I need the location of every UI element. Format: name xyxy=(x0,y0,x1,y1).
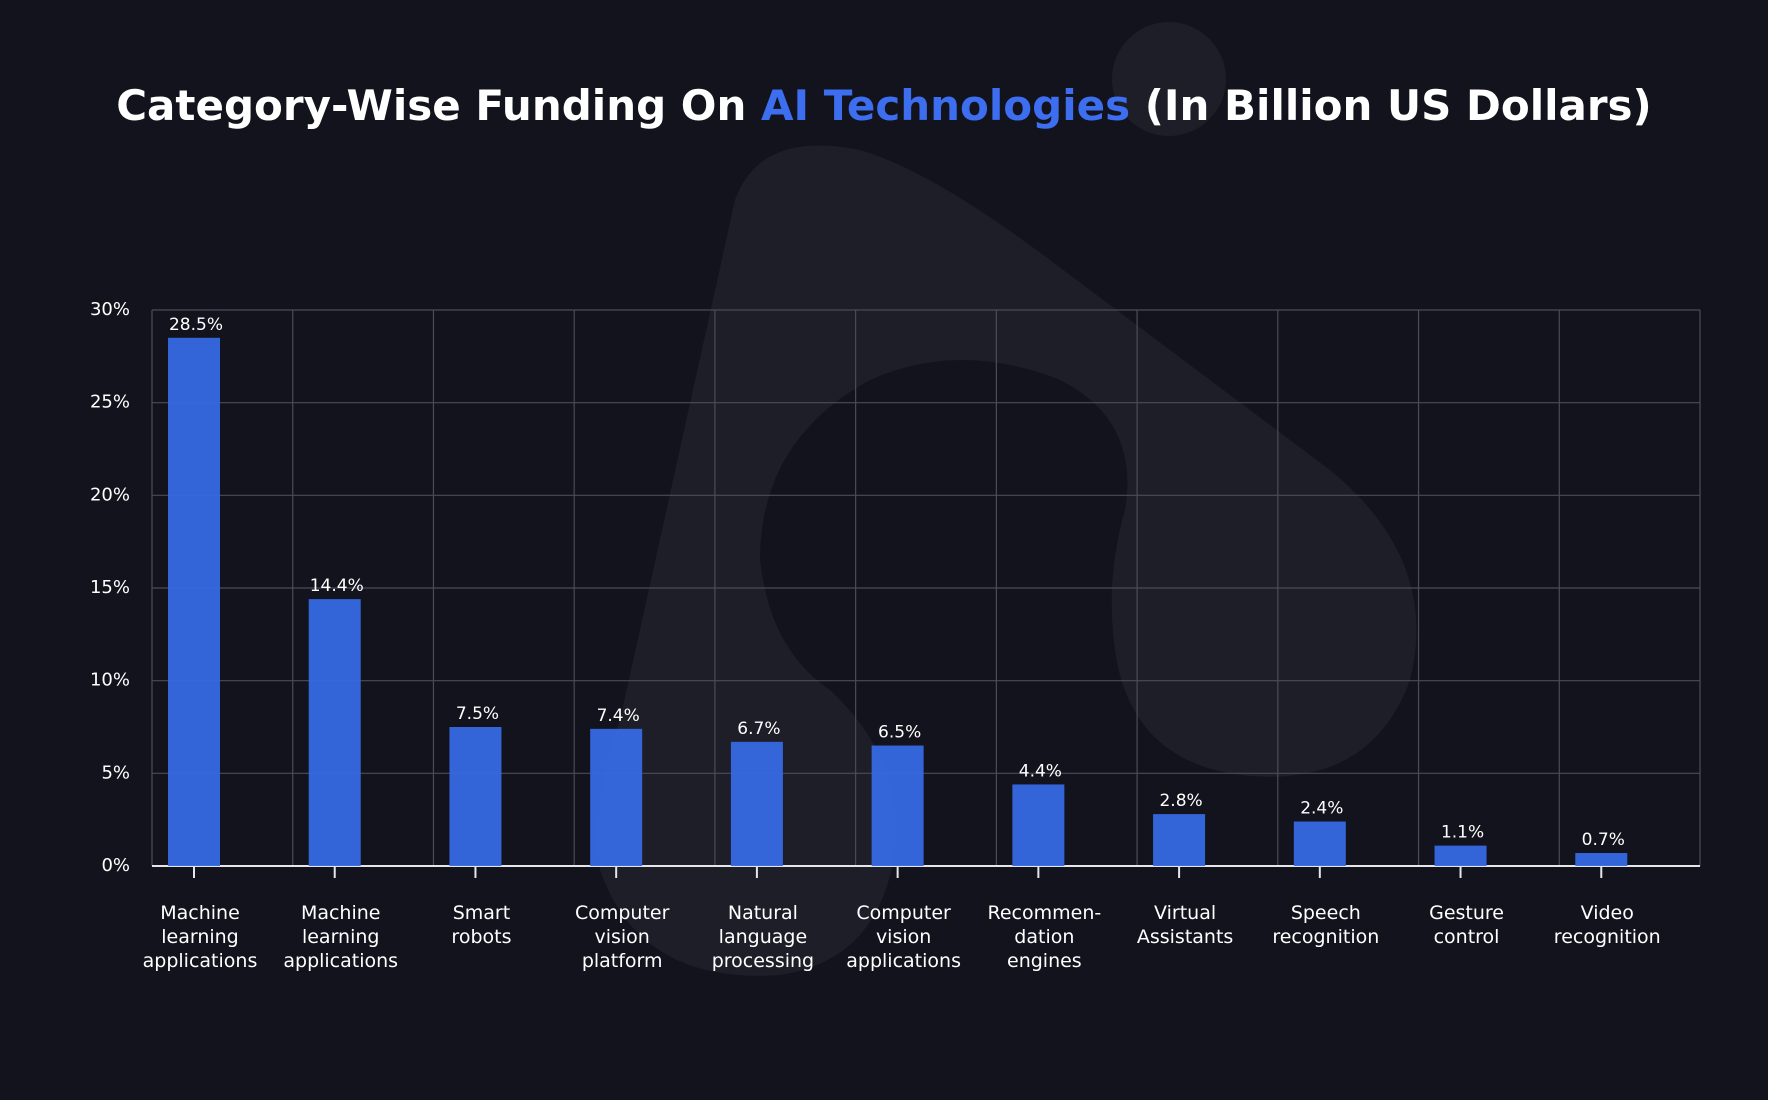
x-tick-label: Speech recognition xyxy=(1272,902,1379,948)
value-label: 1.1% xyxy=(1441,823,1484,843)
value-label: 7.5% xyxy=(456,704,499,724)
x-tick-label-line: vision xyxy=(594,926,649,948)
bar xyxy=(590,728,643,866)
x-tick-label-line: Virtual xyxy=(1154,902,1216,924)
x-tick-label-line: learning xyxy=(161,926,239,948)
x-tick-label: Computer vision applications xyxy=(846,902,961,972)
title-part: Category-Wise Funding On xyxy=(116,81,761,130)
x-tick-label-line: applications xyxy=(846,950,961,972)
chart-title: Category-Wise Funding On AI Technologies… xyxy=(116,81,1652,130)
x-tick-label: Virtual Assistants xyxy=(1137,902,1233,948)
x-tick-label-line: robots xyxy=(451,926,511,948)
x-tick-label-line: Computer xyxy=(856,902,951,924)
bar xyxy=(308,599,361,866)
y-tick-label: 10% xyxy=(90,670,130,691)
x-tick-label-line: Video xyxy=(1581,902,1634,924)
x-tick-label-line: control xyxy=(1434,926,1500,948)
value-label: 0.7% xyxy=(1582,830,1625,850)
y-tick-label: 20% xyxy=(90,484,130,505)
value-label: 28.5% xyxy=(169,315,223,335)
value-label: 7.4% xyxy=(597,706,640,726)
bar xyxy=(730,741,783,866)
title-part: AI Technologies xyxy=(761,81,1130,130)
y-tick-label: 0% xyxy=(101,855,130,876)
y-tick-label: 25% xyxy=(90,392,130,413)
decor-circle xyxy=(1112,22,1226,136)
x-tick-label: Machine learning applications xyxy=(283,902,398,972)
x-tick-label: Natural language processing xyxy=(712,902,814,972)
value-label: 2.4% xyxy=(1300,799,1343,819)
bar xyxy=(1153,814,1206,866)
bar xyxy=(449,727,502,866)
bar xyxy=(1434,845,1487,866)
x-tick-label-line: Machine xyxy=(160,902,240,924)
x-tick-label-line: Smart xyxy=(453,902,510,924)
x-tick-label: Computer vision platform xyxy=(575,902,670,972)
x-tick-label-line: language xyxy=(719,926,807,948)
x-tick-label: Gesture control xyxy=(1429,902,1504,948)
value-label: 4.4% xyxy=(1019,761,1062,781)
bar xyxy=(871,745,924,866)
y-tick-label: 5% xyxy=(101,762,130,783)
x-tick-label: Recommen-dation engines xyxy=(988,902,1102,972)
x-tick-label-line: Gesture xyxy=(1429,902,1504,924)
bar xyxy=(1293,821,1346,866)
y-tick-label: 15% xyxy=(90,577,130,598)
x-tick-label-line: recognition xyxy=(1554,926,1661,948)
x-tick-label-line: learning xyxy=(302,926,380,948)
x-tick-label-line: applications xyxy=(143,950,258,972)
x-tick-label-line: Speech xyxy=(1291,902,1361,924)
x-tick-label: Video recognition xyxy=(1554,902,1661,948)
value-label: 2.8% xyxy=(1159,791,1202,811)
x-tick-label-line: dation xyxy=(1014,926,1074,948)
x-tick-label-line: Machine xyxy=(301,902,381,924)
x-tick-label-line: Computer xyxy=(575,902,670,924)
decor-shape xyxy=(597,145,1417,976)
value-label: 14.4% xyxy=(310,576,364,596)
x-tick-label: Smart robots xyxy=(451,902,511,948)
bar xyxy=(1575,853,1628,866)
x-tick-label-line: Natural xyxy=(728,902,798,924)
x-tick-label-line: Recommen- xyxy=(988,902,1102,924)
y-tick-label: 30% xyxy=(90,299,130,320)
title-part: (In Billion US Dollars) xyxy=(1130,81,1652,130)
x-tick-label-line: engines xyxy=(1007,950,1082,972)
x-tick-label: Machine learning applications xyxy=(143,902,258,972)
x-tick-label-line: Assistants xyxy=(1137,926,1233,948)
bar xyxy=(168,337,220,866)
x-tick-label-line: recognition xyxy=(1272,926,1379,948)
x-tick-label-line: processing xyxy=(712,950,814,972)
value-label: 6.5% xyxy=(878,723,921,743)
x-tick-label-line: applications xyxy=(283,950,398,972)
x-tick-label-line: platform xyxy=(582,950,663,972)
x-tick-label-line: vision xyxy=(876,926,931,948)
bar xyxy=(1012,784,1065,866)
value-label: 6.7% xyxy=(737,719,780,739)
